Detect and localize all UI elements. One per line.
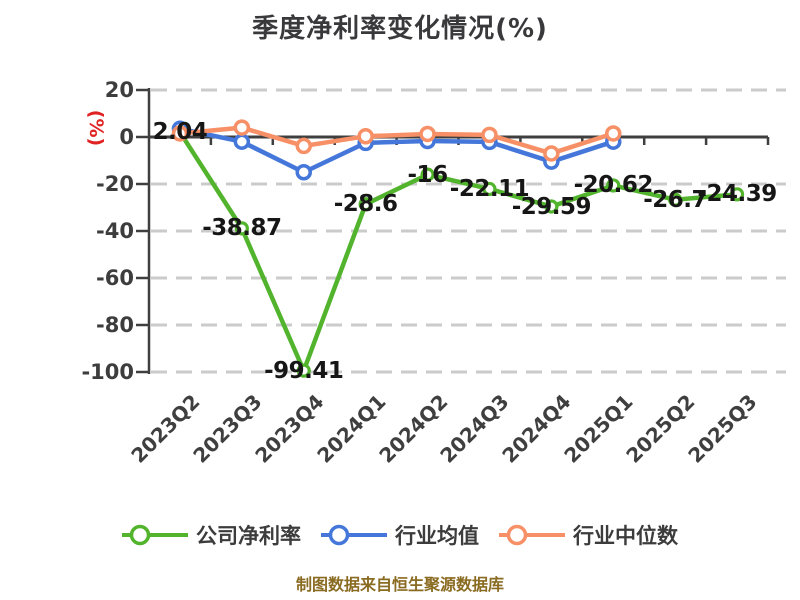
- series-point: [482, 181, 497, 197]
- series-point: [481, 126, 498, 144]
- series-point: [729, 187, 745, 202]
- legend-marker-icon: [122, 524, 188, 546]
- series-line-0: [177, 129, 740, 373]
- legend-marker-icon: [499, 524, 565, 546]
- series-point: [543, 145, 560, 162]
- data-label: -16: [407, 161, 449, 188]
- series-point: [295, 137, 312, 155]
- data-label: -99.41: [264, 357, 344, 384]
- data-label: -28.6: [333, 191, 398, 218]
- series-point: [171, 125, 189, 142]
- series-point: [358, 197, 373, 212]
- data-label: -38.87: [202, 215, 282, 242]
- data-label: -22.11: [449, 175, 530, 202]
- series-point: [605, 125, 622, 142]
- legend-item-label: 行业中位数: [573, 524, 678, 548]
- series-point: [668, 192, 683, 207]
- legend-item-0[interactable]: 公司净利率: [122, 520, 301, 550]
- data-label: 2.04: [152, 119, 208, 146]
- series-point: [357, 128, 374, 145]
- legend-item-1[interactable]: 行业均值: [321, 520, 479, 550]
- series-point: [233, 133, 251, 150]
- y-tick-label: -60: [96, 266, 134, 290]
- legend-item-label: 公司净利率: [196, 524, 301, 548]
- data-label: -20.62: [573, 172, 654, 199]
- y-tick-label: -40: [96, 219, 134, 243]
- series-point: [606, 178, 621, 193]
- chart-title: 季度净利率变化情况(%): [252, 14, 548, 44]
- data-label: -24.39: [697, 181, 777, 208]
- series-line-2: [177, 125, 616, 156]
- y-tick-label: 0: [119, 125, 134, 149]
- legend-marker-icon: [321, 524, 387, 546]
- series-point: [420, 167, 435, 182]
- series-line-1: [177, 126, 616, 175]
- series-point: [295, 164, 312, 181]
- y-tick-label: 20: [104, 78, 134, 102]
- series-point: [419, 125, 436, 143]
- y-tick-label: -20: [96, 172, 134, 196]
- series-point: [544, 199, 559, 214]
- series-point: [234, 221, 249, 236]
- series-point: [296, 363, 311, 378]
- series-point: [233, 119, 251, 136]
- y-tick-label: -80: [96, 313, 134, 337]
- legend: 公司净利率 行业均值 行业中位数: [0, 520, 800, 550]
- legend-item-label: 行业均值: [395, 524, 479, 548]
- data-label: -29.59: [511, 193, 592, 220]
- legend-item-2[interactable]: 行业中位数: [499, 520, 678, 550]
- y-tick-label: -100: [81, 360, 134, 384]
- footer-note: 制图数据来自恒生聚源数据库: [295, 575, 504, 594]
- data-label: -26.7: [643, 186, 708, 213]
